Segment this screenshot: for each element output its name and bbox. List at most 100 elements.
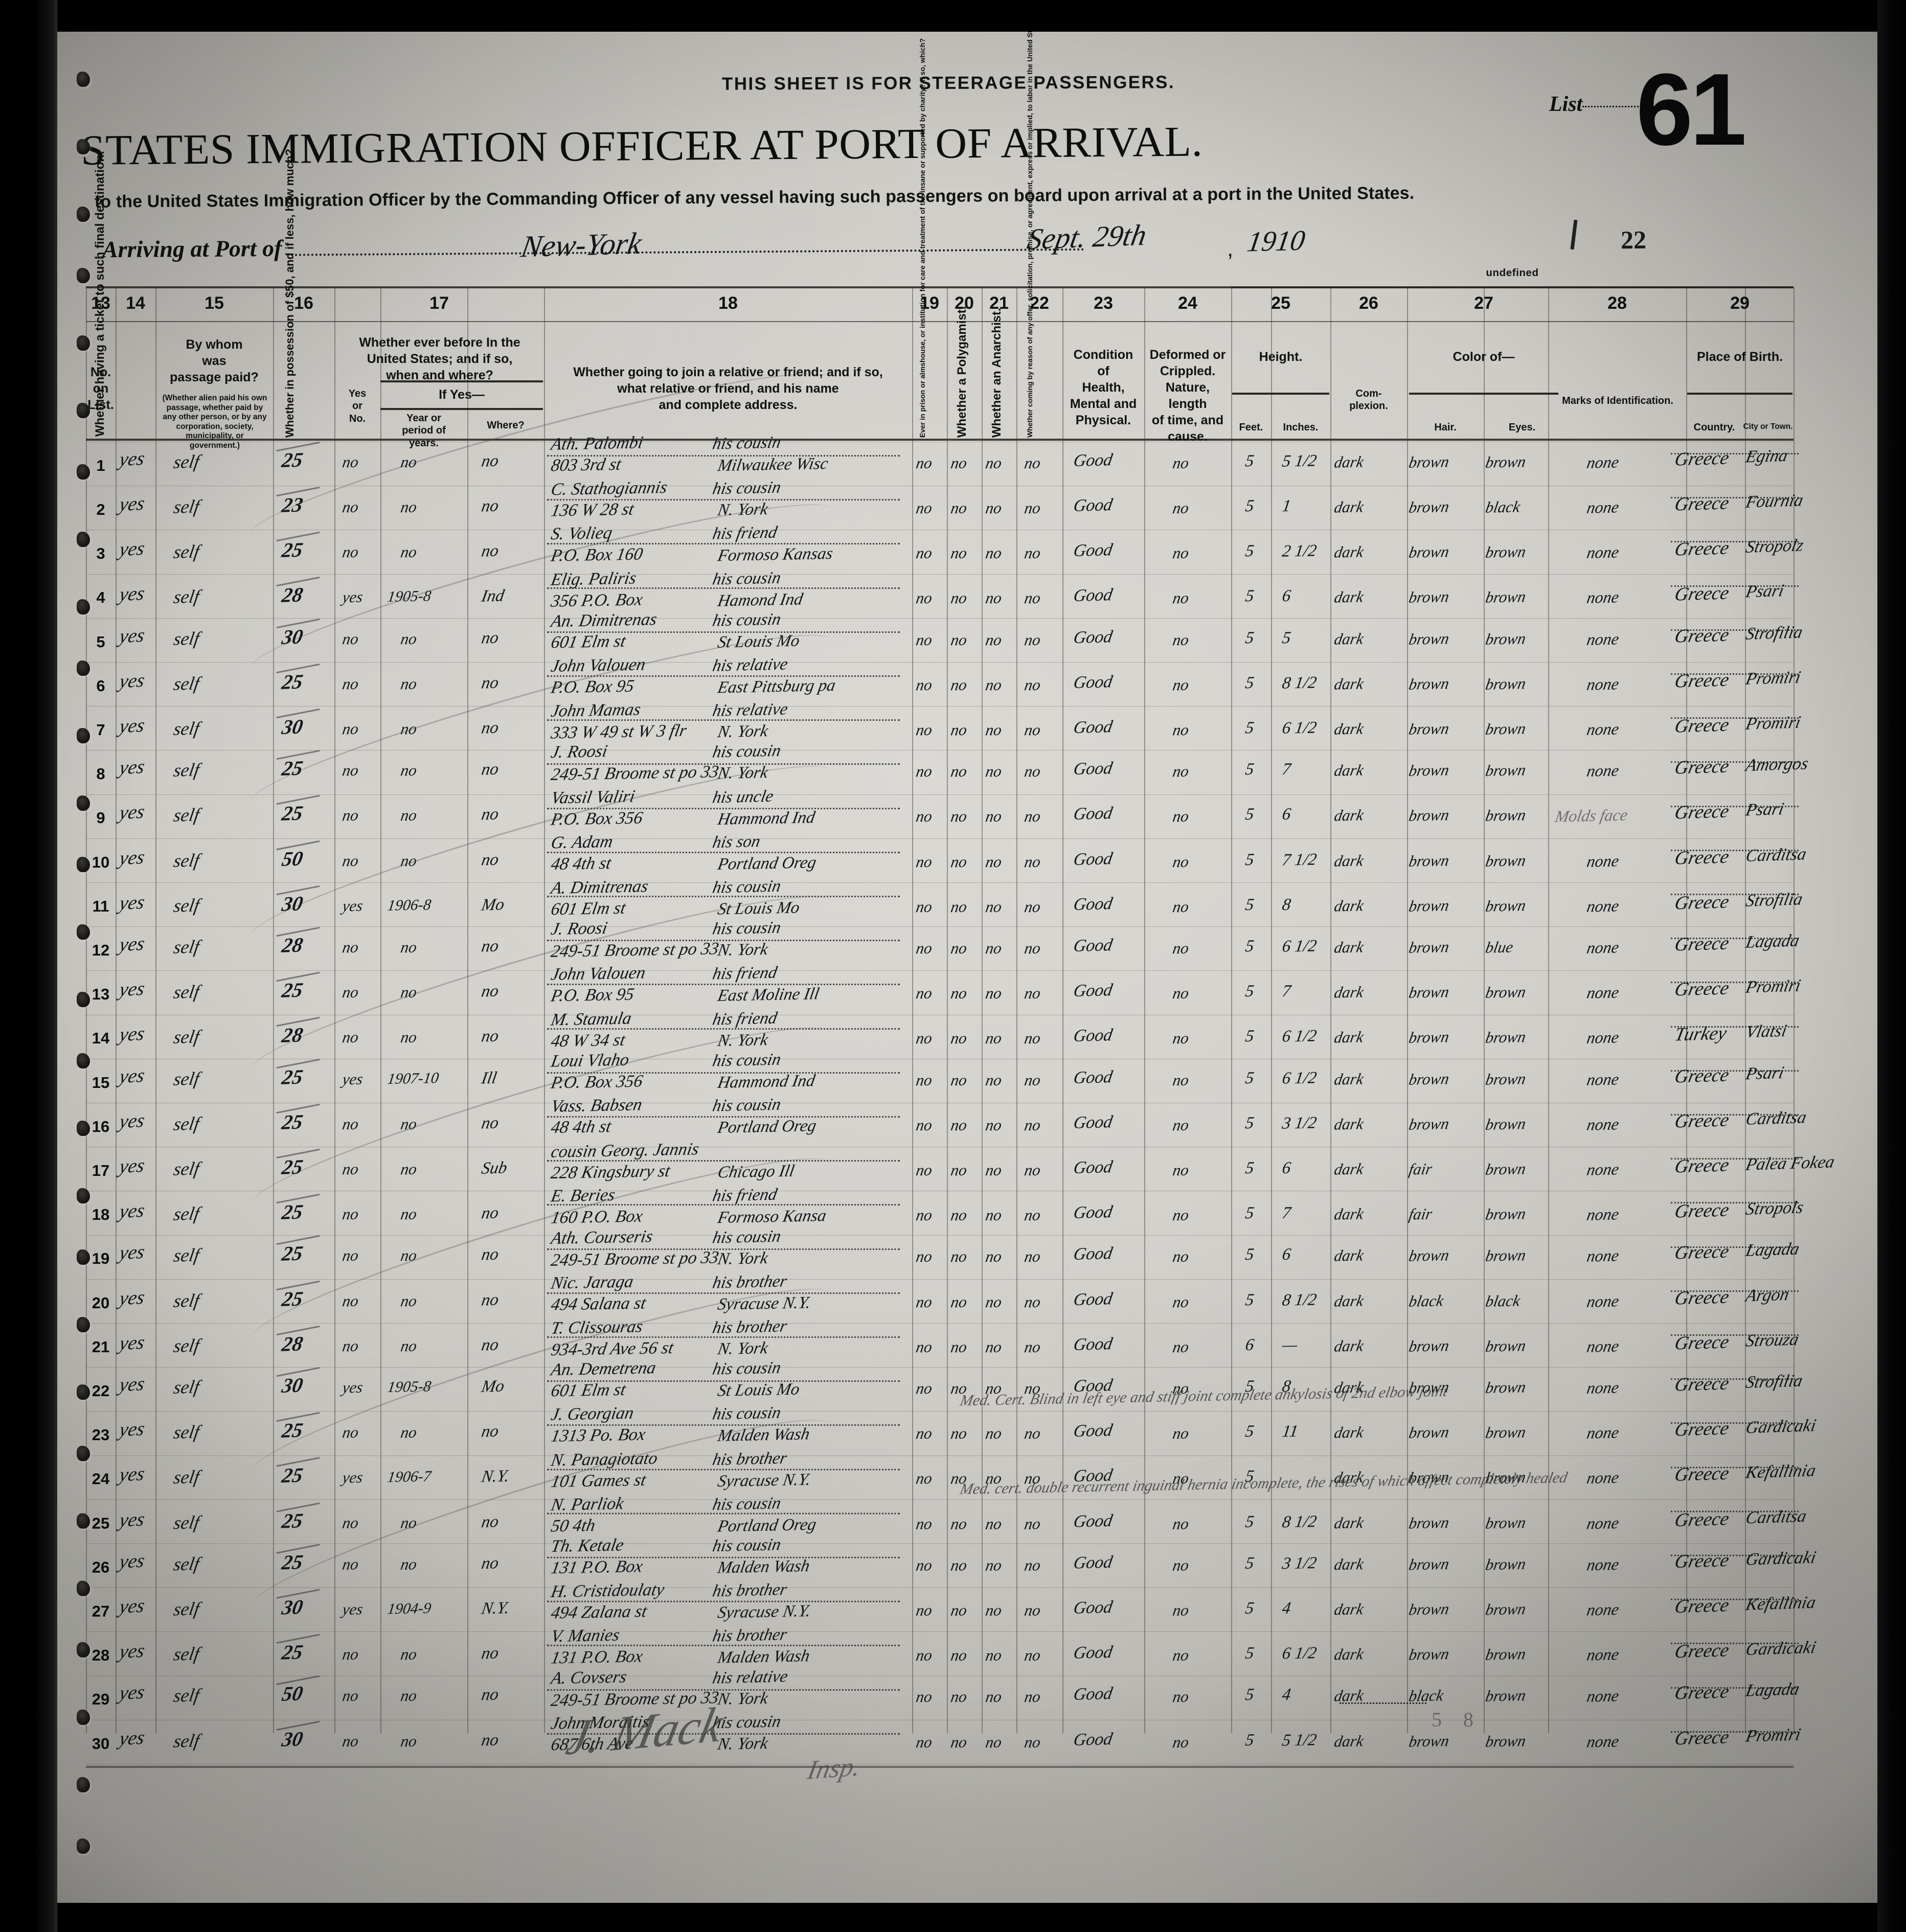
cell-year-period: no [399, 1732, 418, 1750]
header-ifyes-rule [380, 408, 543, 410]
cell-ticket: yes [117, 801, 147, 824]
cell-ticket: yes [117, 891, 147, 915]
row-number: 22 [92, 1382, 110, 1400]
binding-hole [77, 924, 90, 940]
cell-where-before: Ill [480, 1069, 498, 1088]
cell-health: Good [1072, 585, 1114, 606]
cell-complexion: dark [1333, 1600, 1365, 1619]
cell-relative-name: J. Roosi [549, 919, 609, 939]
cell-eye-color: brown [1484, 1160, 1528, 1178]
cell-eye-color: brown [1484, 851, 1528, 870]
cell-ticket: yes [117, 1550, 147, 1573]
cell-health: Good [1072, 495, 1114, 516]
cell-birth-divider [1671, 761, 1799, 763]
cell-height-feet: 5 [1244, 1113, 1256, 1133]
cell-contract-labor: no [1023, 1337, 1042, 1356]
cell-complexion: dark [1333, 1336, 1365, 1355]
cell-relationship: his cousin [711, 610, 783, 630]
cell-health: Good [1072, 849, 1114, 869]
cell-birth-country: Greece [1672, 1154, 1731, 1177]
cell-street-address: 136 W 28 st [549, 499, 636, 520]
cell-deformed: no [1171, 1601, 1190, 1620]
header-polygamist: Whether a Polygamist. [955, 306, 969, 438]
cell-birth-town: Promiri [1744, 668, 1803, 689]
header-possession-of-50: Whether in possession of $50, and if les… [283, 149, 296, 438]
cell-passage-paid-by: self [172, 627, 201, 649]
cell-contract-labor: no [1023, 1601, 1042, 1620]
cell-birth-divider [1671, 1158, 1799, 1160]
cell-address-divider [547, 1336, 900, 1338]
cell-where-before: no [480, 673, 501, 693]
cell-passage-paid-by: self [172, 1643, 201, 1665]
cell-health: Good [1072, 759, 1114, 779]
cell-contract-labor: no [1023, 1116, 1042, 1134]
cell-health: Good [1072, 1511, 1114, 1531]
cell-eye-color: brown [1484, 761, 1528, 780]
cell-eye-color: brown [1484, 1731, 1528, 1751]
cell-marks-of-identification: none [1585, 1204, 1621, 1224]
cell-relationship: his cousin [711, 1535, 783, 1556]
cell-eye-color: brown [1484, 1336, 1528, 1355]
cell-address-divider [547, 543, 900, 545]
cell-marks-of-identification: none [1585, 1336, 1621, 1356]
cell-birth-divider [1671, 805, 1799, 807]
cell-contract-labor: no [1023, 543, 1042, 562]
cell-hair-color: brown [1408, 452, 1451, 471]
cell-hair-color: brown [1408, 629, 1451, 648]
cell-passage-paid-by: self [172, 1026, 201, 1048]
cell-birth-town: Palea Fokea [1744, 1152, 1836, 1174]
cell-money-amount: 25 [280, 1640, 305, 1665]
cell-polygamist: no [949, 498, 968, 517]
cell-height-feet: 5 [1244, 805, 1256, 824]
cell-passage-paid-by: self [172, 1553, 201, 1575]
cell-money-amount: 50 [280, 1681, 305, 1706]
cell-relative-name: A. Covsers [549, 1667, 628, 1688]
cell-money-amount: 30 [280, 715, 305, 739]
cell-hair-color: fair [1408, 1204, 1434, 1223]
cell-polygamist: no [949, 1029, 968, 1048]
cell-anarchist: no [984, 1646, 1003, 1665]
cell-ticket: yes [117, 1463, 147, 1486]
cell-year-period: no [399, 1336, 418, 1355]
cell-passage-paid-by: self [172, 1511, 201, 1533]
row-number: 18 [92, 1206, 110, 1224]
cell-ticket: yes [117, 714, 147, 738]
cell-birth-town: Gardicaki [1744, 1548, 1818, 1570]
cell-marks-of-identification: none [1585, 1645, 1621, 1664]
cell-been-in-us: no [341, 851, 360, 870]
cell-height-inches: 11 [1281, 1422, 1300, 1441]
header-no-on-list: No. on List. [87, 365, 114, 412]
cell-birth-town: Gardicaki [1744, 1638, 1818, 1660]
cell-relative-name: A. Dimitrenas [549, 877, 650, 898]
cell-deformed: no [1171, 1424, 1190, 1443]
header-height-feet: Feet. [1239, 422, 1263, 433]
binding-hole [77, 72, 90, 87]
cell-street-address: 601 Elm st [549, 898, 627, 919]
header-place-of-birth-group: Place of Birth. [1696, 350, 1783, 364]
cell-money-amount: 50 [280, 846, 305, 871]
cell-passage-paid-by: self [172, 1376, 201, 1398]
cell-birth-country: Greece [1672, 714, 1731, 737]
cell-anarchist: no [984, 453, 1003, 472]
cell-city-state: Portland Oreg [716, 853, 818, 874]
cell-eye-color: brown [1484, 1028, 1528, 1047]
cell-relationship: his cousin [711, 1358, 783, 1379]
cell-contract-labor: no [1023, 589, 1042, 607]
cell-deformed: no [1171, 498, 1190, 517]
cell-city-state: N. York [716, 722, 770, 742]
cell-deformed: no [1171, 762, 1190, 781]
cell-contract-labor: no [1023, 939, 1042, 958]
cell-passage-paid-by: self [172, 895, 201, 916]
cell-birth-town: Strouza [1744, 1330, 1801, 1351]
cell-year-period: no [399, 1204, 418, 1223]
cell-ticket: yes [117, 1064, 147, 1088]
cell-prison-almshouse: no [915, 1337, 934, 1356]
cell-marks-of-identification: none [1585, 896, 1621, 916]
date-comma: , [1227, 236, 1234, 261]
cell-marks-of-identification: none [1585, 1115, 1621, 1134]
cell-address-divider [547, 1468, 900, 1470]
cell-birth-town: Psari [1744, 581, 1786, 602]
cell-health: Good [1072, 1289, 1114, 1309]
cell-polygamist: no [949, 630, 968, 649]
cell-birth-divider [1671, 1643, 1799, 1645]
